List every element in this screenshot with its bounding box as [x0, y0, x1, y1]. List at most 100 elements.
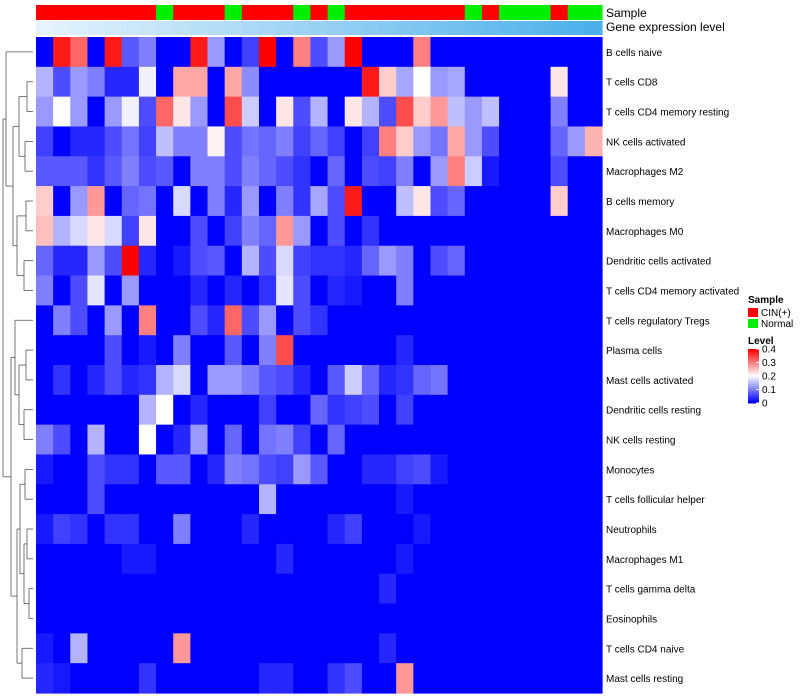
- heatmap-cell: [258, 573, 277, 605]
- heatmap-cell: [344, 37, 363, 68]
- heatmap-cell: [276, 275, 294, 306]
- heatmap-cell: [310, 573, 329, 605]
- heatmap-cell: [361, 305, 380, 336]
- heatmap-cell: [36, 215, 54, 247]
- heatmap-cell: [207, 156, 226, 187]
- heatmap-cell: [413, 37, 432, 68]
- heatmap-cell: [36, 245, 54, 277]
- heatmap-cell: [327, 573, 346, 605]
- heatmap-cell: [327, 245, 346, 277]
- heatmap-cell: [53, 126, 71, 157]
- level-colorbar-segment: [748, 367, 759, 370]
- sample-annotation-cell: [36, 5, 54, 20]
- level-colorbar-segment: [748, 394, 759, 397]
- heatmap-cell: [36, 275, 54, 306]
- heatmap-cell: [344, 126, 363, 157]
- heatmap-cell: [533, 305, 552, 336]
- sample-annotation-cell: [430, 5, 449, 20]
- heatmap-cell: [104, 37, 123, 68]
- heatmap-cell: [207, 543, 226, 575]
- heatmap-cell: [293, 663, 312, 694]
- heatmap-cell: [53, 335, 71, 366]
- heatmap-cell: [190, 37, 209, 68]
- heatmap-cell: [53, 484, 71, 515]
- gene-expression-annotation-cell: [344, 21, 363, 35]
- heatmap-cell: [447, 394, 466, 426]
- heatmap-cell: [293, 66, 312, 98]
- heatmap-cell: [87, 633, 106, 664]
- row-label: Mast cells activated: [606, 376, 693, 387]
- gene-expression-annotation-cell: [87, 21, 106, 35]
- heatmap-cell: [396, 245, 414, 277]
- heatmap-cell: [344, 66, 363, 98]
- heatmap-cell: [224, 633, 243, 664]
- level-colorbar-segment: [748, 373, 759, 376]
- heatmap-cell: [379, 275, 397, 306]
- annotation-tracks: [36, 5, 603, 35]
- heatmap-cell: [293, 275, 312, 306]
- heatmap-cell: [36, 514, 54, 545]
- heatmap-cell: [53, 394, 71, 426]
- heatmap-cell: [190, 663, 209, 694]
- heatmap-cell: [87, 484, 106, 515]
- gene-expression-annotation-cell: [361, 21, 380, 35]
- gene-expression-annotation-cell: [550, 21, 569, 35]
- gene-expression-annotation-cell: [293, 21, 312, 35]
- heatmap-cell: [344, 514, 363, 545]
- heatmap-cell: [138, 633, 157, 664]
- gene-expression-annotation-cell: [396, 21, 414, 35]
- heatmap-cell: [173, 424, 191, 456]
- heatmap-cell: [481, 543, 500, 575]
- heatmap-cell: [241, 573, 260, 605]
- gene-expression-annotation-cell: [413, 21, 432, 35]
- sample-annotation-cell: [413, 5, 432, 20]
- heatmap-cell: [104, 156, 123, 187]
- heatmap-cell: [550, 394, 569, 426]
- heatmap-cell: [138, 454, 157, 485]
- heatmap-cell: [361, 514, 380, 545]
- row-label: Plasma cells: [606, 346, 662, 357]
- sample-annotation-cell: [293, 5, 312, 20]
- heatmap-cell: [53, 96, 71, 128]
- level-colorbar-segment: [748, 349, 759, 351]
- heatmap-cell: [53, 365, 71, 396]
- sample-annotation-cell: [481, 5, 500, 20]
- heatmap-cell: [481, 156, 500, 187]
- gene-expression-annotation-cell: [499, 21, 517, 35]
- heatmap-cell: [173, 454, 191, 485]
- heatmap-cell: [413, 633, 432, 664]
- heatmap-cell: [327, 186, 346, 217]
- heatmap-cell: [276, 514, 294, 545]
- heatmap-cell: [121, 484, 140, 515]
- heatmap-cell: [379, 305, 397, 336]
- heatmap-cell: [224, 186, 243, 217]
- sample-annotation-cell: [567, 5, 586, 20]
- heatmap-cell: [396, 66, 414, 98]
- heatmap-cell: [516, 126, 534, 157]
- gene-expression-annotation-cell: [104, 21, 123, 35]
- heatmap-cell: [156, 484, 174, 515]
- heatmap-cell: [156, 633, 174, 664]
- sample-annotation-cell: [464, 5, 483, 20]
- sample-annotation-cell: [258, 5, 277, 20]
- heatmap-cell: [379, 514, 397, 545]
- sample-annotation-cell: [361, 5, 380, 20]
- heatmap-cell: [499, 573, 517, 605]
- level-colorbar-segment: [748, 389, 759, 392]
- heatmap-cell: [310, 37, 329, 68]
- row-label: B cells memory: [606, 197, 674, 208]
- heatmap-cell: [258, 543, 277, 575]
- heatmap-cell: [276, 424, 294, 456]
- heatmap-cell: [224, 603, 243, 634]
- level-colorbar-segment: [748, 397, 759, 400]
- heatmap-cell: [310, 484, 329, 515]
- heatmap-cell: [156, 156, 174, 187]
- heatmap-cell: [361, 633, 380, 664]
- heatmap-cell: [224, 126, 243, 157]
- heatmap-cell: [327, 215, 346, 247]
- heatmap-cell: [567, 514, 586, 545]
- heatmap-cell: [207, 96, 226, 128]
- heatmap-cell: [464, 603, 483, 634]
- heatmap-cell: [104, 633, 123, 664]
- heatmap-cell: [516, 305, 534, 336]
